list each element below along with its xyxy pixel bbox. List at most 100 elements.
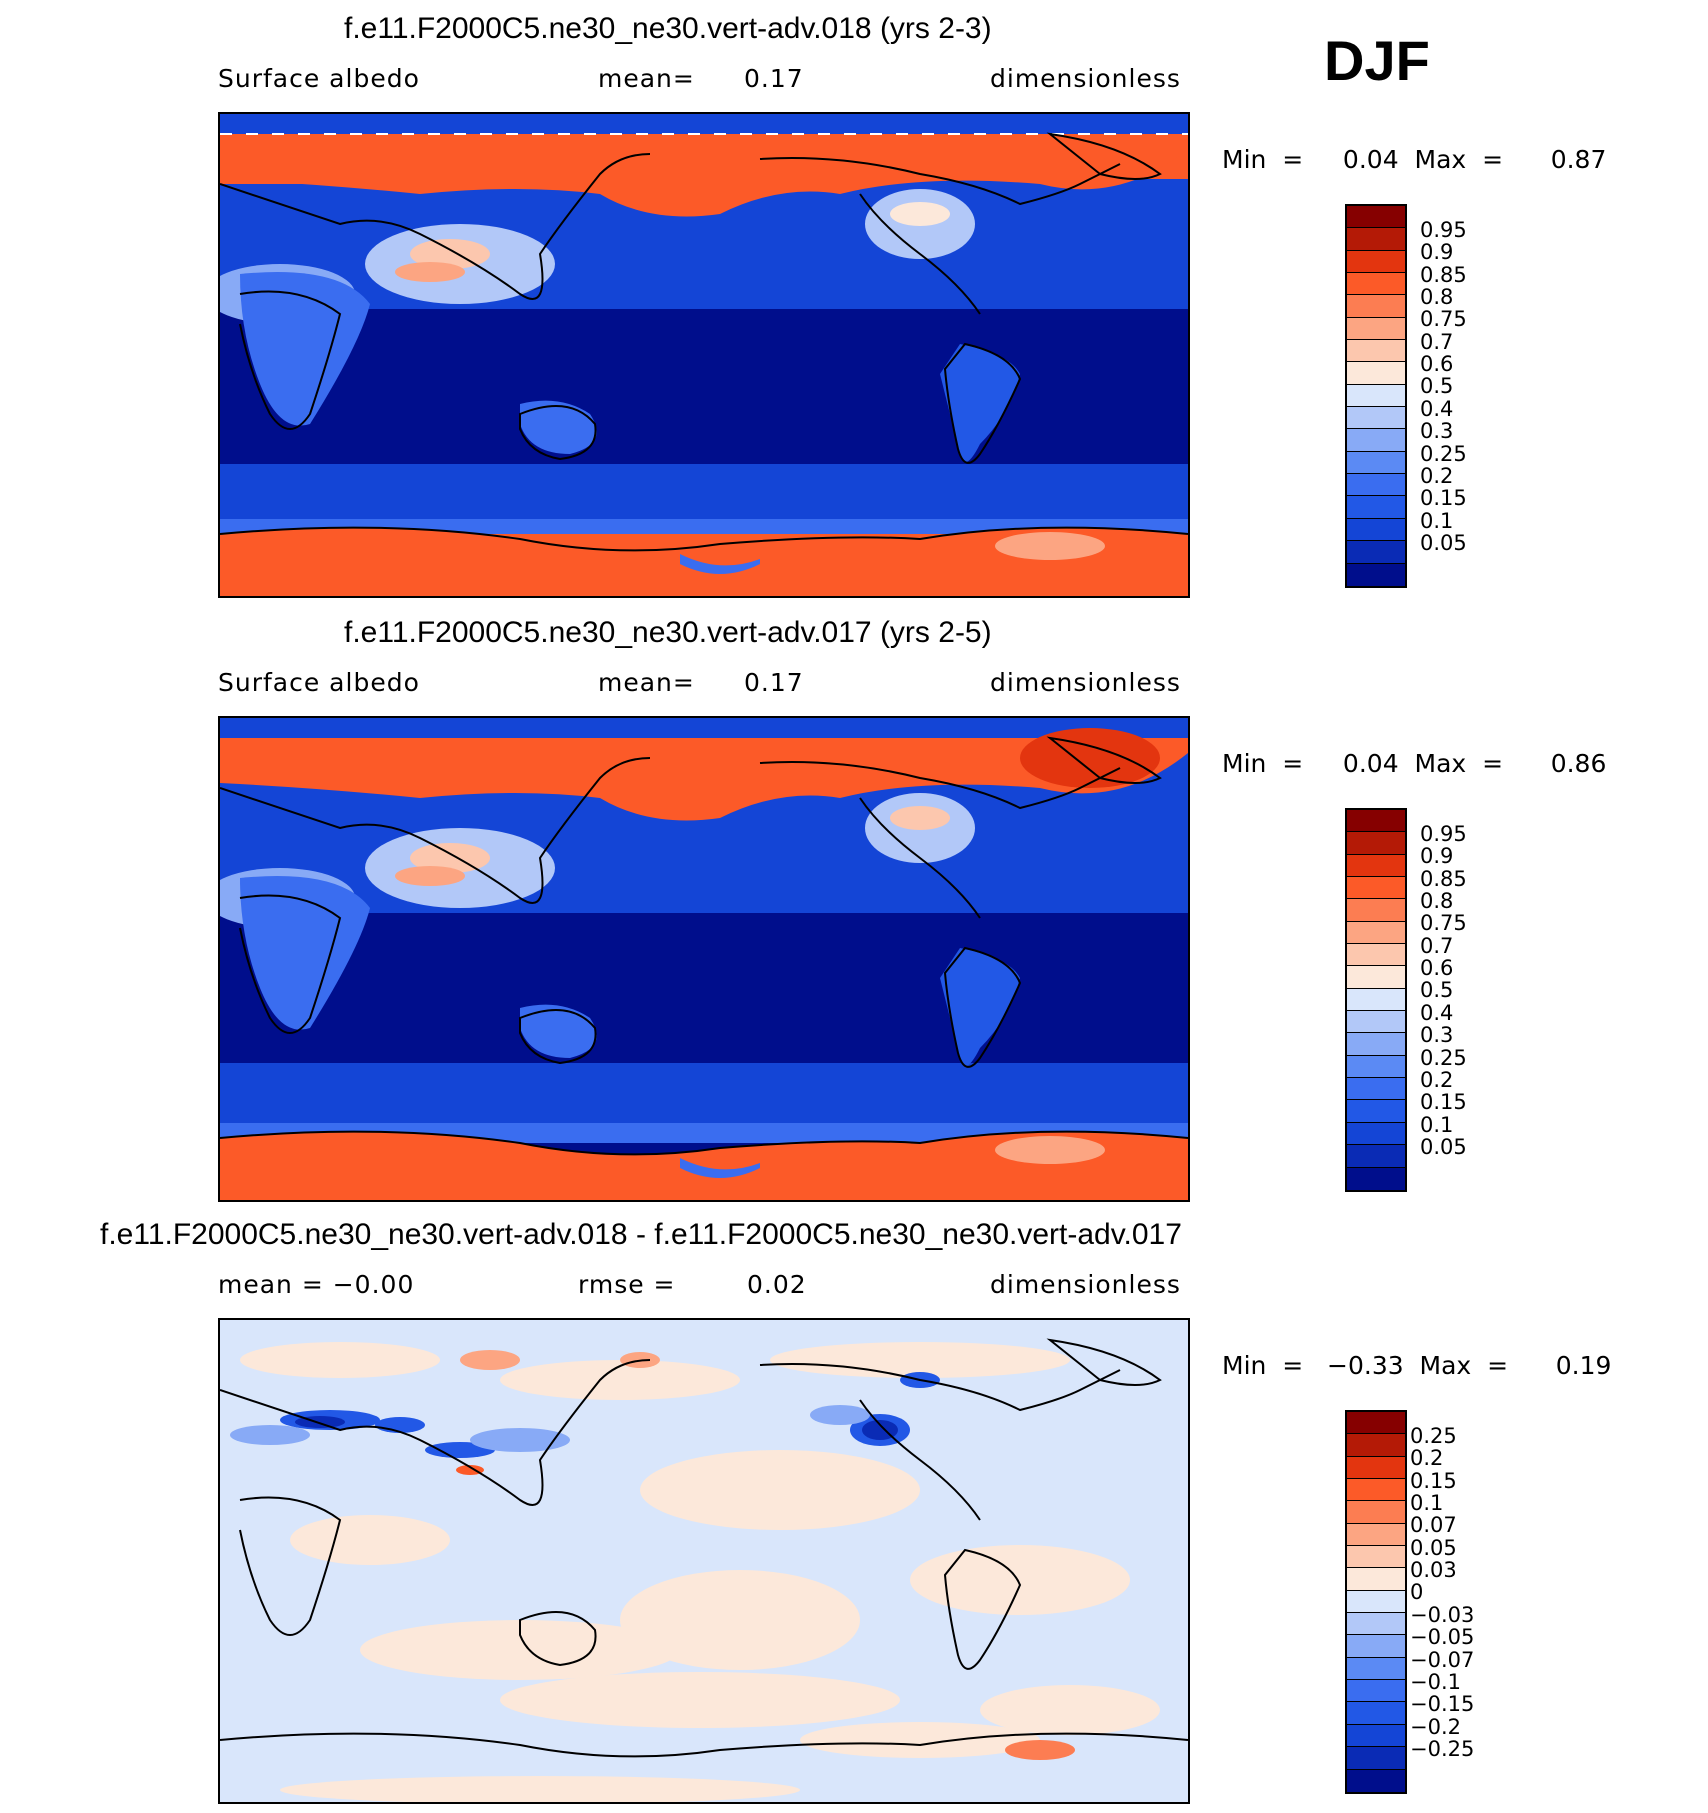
- colorbar-tick-label: 0: [1410, 1580, 1424, 1605]
- panel-1-units: dimensionless: [990, 64, 1181, 93]
- colorbar-tick-label: 0.95: [1420, 822, 1467, 846]
- colorbar-box: [1347, 1568, 1405, 1591]
- colorbar-tick-label: 0.75: [1420, 307, 1467, 332]
- colorbar-box: [1347, 1434, 1405, 1457]
- colorbar-tick-label: 0.85: [1420, 262, 1467, 287]
- colorbar-box: [1347, 1657, 1405, 1681]
- colorbar-tick-label: −0.1: [1410, 1669, 1461, 1694]
- colorbar-box: [1347, 429, 1405, 452]
- colorbar-box: [1347, 1033, 1405, 1056]
- colorbar-tick-label: 0.05: [1410, 1535, 1457, 1560]
- colorbar-box: [1347, 451, 1405, 475]
- colorbar-tick-label: 0.03: [1410, 1558, 1457, 1583]
- panel-3-colorbar: [1345, 1410, 1407, 1794]
- colorbar-box: [1347, 340, 1405, 363]
- colorbar-box: [1347, 1145, 1405, 1168]
- colorbar-box: [1347, 541, 1405, 564]
- colorbar-box: [1347, 563, 1405, 586]
- panel-3-map: [218, 1318, 1190, 1804]
- colorbar-tick-label: 0.07: [1410, 1513, 1457, 1538]
- colorbar-tick-label: 0.6: [1420, 352, 1454, 377]
- colorbar-box: [1347, 1167, 1405, 1190]
- colorbar-box: [1347, 518, 1405, 542]
- panel-1-minmax: Min = 0.04 Max = 0.87: [1222, 145, 1607, 174]
- colorbar-tick-label: 0.15: [1420, 486, 1467, 511]
- colorbar-box: [1347, 832, 1405, 855]
- colorbar-tick-label: 0.25: [1420, 1045, 1467, 1070]
- panel-2-units: dimensionless: [990, 668, 1181, 697]
- colorbar-box: [1347, 988, 1405, 1012]
- colorbar-box: [1347, 474, 1405, 497]
- colorbar-box: [1347, 1412, 1405, 1435]
- colorbar-box: [1347, 1680, 1405, 1703]
- panel-3-title: f.e11.F2000C5.ne30_ne30.vert-adv.018 - f…: [100, 1218, 1182, 1251]
- colorbar-tick-label: 0.4: [1420, 1000, 1454, 1025]
- colorbar-box: [1347, 1501, 1405, 1524]
- colorbar-box: [1347, 384, 1405, 408]
- colorbar-box: [1347, 317, 1405, 341]
- colorbar-box: [1347, 1011, 1405, 1034]
- panel-2-colorbar: [1345, 808, 1407, 1192]
- panel-1-title: f.e11.F2000C5.ne30_ne30.vert-adv.018 (yr…: [344, 12, 992, 45]
- colorbar-tick-label: 0.05: [1420, 1134, 1467, 1159]
- colorbar-tick-label: 0.3: [1420, 419, 1454, 444]
- panel-2-title: f.e11.F2000C5.ne30_ne30.vert-adv.017 (yr…: [344, 616, 992, 649]
- panel-1-mean-label: mean=: [598, 64, 695, 93]
- colorbar-tick-label: −0.03: [1410, 1602, 1475, 1627]
- colorbar-box: [1347, 1769, 1405, 1792]
- panel-3-minmax: Min = −0.33 Max = 0.19: [1222, 1351, 1612, 1380]
- colorbar-box: [1347, 854, 1405, 878]
- colorbar-tick-label: 0.15: [1420, 1090, 1467, 1115]
- panel-2-mean-label: mean=: [598, 668, 695, 697]
- colorbar-box: [1347, 1479, 1405, 1502]
- colorbar-tick-label: 0.2: [1410, 1446, 1444, 1471]
- colorbar-tick-label: 0.2: [1420, 463, 1454, 488]
- colorbar-box: [1347, 944, 1405, 967]
- colorbar-box: [1347, 877, 1405, 900]
- colorbar-box: [1347, 1546, 1405, 1569]
- colorbar-tick-label: 0.9: [1420, 240, 1454, 265]
- panel-3-rmse-label: rmse =: [578, 1270, 676, 1299]
- colorbar-tick-label: −0.15: [1410, 1692, 1475, 1717]
- colorbar-tick-label: 0.85: [1420, 866, 1467, 891]
- colorbar-box: [1347, 1635, 1405, 1658]
- colorbar-tick-label: 0.8: [1420, 285, 1454, 310]
- colorbar-tick-label: 0.9: [1420, 844, 1454, 869]
- colorbar-tick-label: 0.5: [1420, 978, 1454, 1003]
- colorbar-tick-label: 0.5: [1420, 374, 1454, 399]
- colorbar-tick-label: 0.05: [1420, 530, 1467, 555]
- colorbar-tick-label: 0.1: [1420, 508, 1454, 533]
- colorbar-tick-label: 0.15: [1410, 1468, 1457, 1493]
- colorbar-tick-label: 0.6: [1420, 956, 1454, 981]
- panel-1-map: [218, 112, 1190, 598]
- colorbar-box: [1347, 1055, 1405, 1079]
- colorbar-box: [1347, 362, 1405, 385]
- colorbar-box: [1347, 1747, 1405, 1770]
- panel-3-rmse-value: 0.02: [747, 1270, 807, 1299]
- colorbar-box: [1347, 1724, 1405, 1748]
- colorbar-box: [1347, 1078, 1405, 1101]
- panel-3-units: dimensionless: [990, 1270, 1181, 1299]
- colorbar-tick-label: −0.2: [1410, 1714, 1461, 1739]
- colorbar-tick-label: 0.25: [1420, 441, 1467, 466]
- colorbar-tick-label: 0.3: [1420, 1023, 1454, 1048]
- colorbar-box: [1347, 1613, 1405, 1636]
- colorbar-box: [1347, 921, 1405, 945]
- colorbar-box: [1347, 273, 1405, 296]
- colorbar-tick-label: −0.07: [1410, 1647, 1475, 1672]
- panel-2-variable: Surface albedo: [218, 668, 420, 697]
- colorbar-tick-label: 0.1: [1410, 1491, 1444, 1516]
- panel-2-map: [218, 716, 1190, 1202]
- colorbar-tick-label: 0.2: [1420, 1067, 1454, 1092]
- colorbar-box: [1347, 1702, 1405, 1725]
- colorbar-box: [1347, 1100, 1405, 1123]
- colorbar-box: [1347, 250, 1405, 274]
- colorbar-tick-label: 0.4: [1420, 396, 1454, 421]
- colorbar-box: [1347, 899, 1405, 922]
- colorbar-tick-label: 0.75: [1420, 911, 1467, 936]
- colorbar-box: [1347, 295, 1405, 318]
- season-label: DJF: [1324, 29, 1430, 92]
- colorbar-tick-label: −0.05: [1410, 1625, 1475, 1650]
- colorbar-tick-label: 0.7: [1420, 933, 1454, 958]
- colorbar-tick-label: 0.25: [1410, 1424, 1457, 1448]
